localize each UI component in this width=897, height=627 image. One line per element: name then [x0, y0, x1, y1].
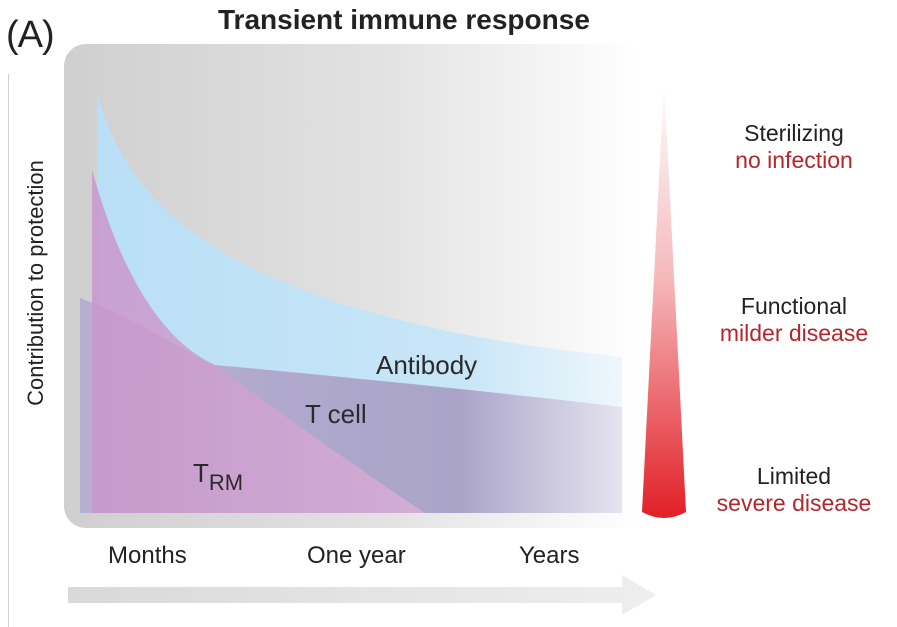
- trm-area: [92, 170, 425, 513]
- protection-gradient: [642, 80, 686, 518]
- left-divider: [8, 74, 9, 627]
- time-label-one-year: One year: [307, 542, 406, 569]
- trm-label-main: T: [193, 458, 209, 488]
- level-name: Limited: [756, 463, 832, 489]
- level-sterilizing: Sterilizing no infection: [735, 120, 853, 174]
- level-name: Functional: [740, 293, 848, 319]
- time-arrow: [68, 575, 656, 615]
- diagram-title: Transient immune response: [218, 4, 590, 35]
- trm-label: TRM: [193, 458, 243, 495]
- panel-label: (A): [6, 14, 55, 56]
- trm-label-subscript: RM: [208, 470, 244, 495]
- time-label-months: Months: [108, 542, 187, 569]
- level-functional: Functional milder disease: [720, 293, 868, 347]
- antibody-label: Antibody: [376, 350, 478, 380]
- level-limited: Limited severe disease: [717, 463, 872, 517]
- level-description: milder disease: [719, 320, 869, 346]
- level-description: no infection: [735, 147, 853, 173]
- level-name: Sterilizing: [744, 120, 844, 146]
- t-cell-label: T cell: [305, 399, 367, 429]
- time-label-years: Years: [519, 542, 580, 569]
- y-axis-label: Contribution to protection: [23, 160, 48, 406]
- level-description: severe disease: [716, 490, 872, 516]
